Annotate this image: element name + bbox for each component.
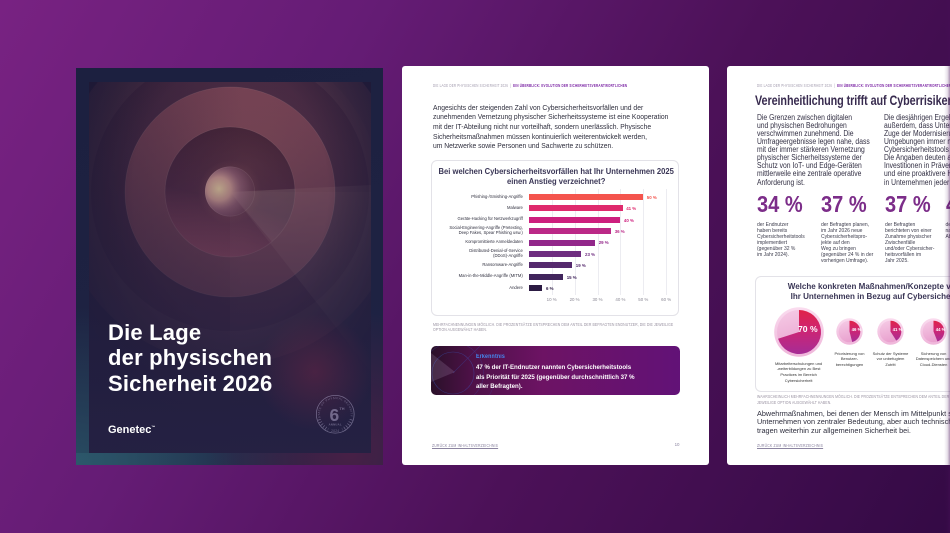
svg-text:TH: TH — [340, 407, 345, 411]
svg-text:2024: 2024 — [331, 429, 339, 433]
svg-text:ANNUAL: ANNUAL — [329, 423, 342, 427]
svg-text:6: 6 — [330, 405, 340, 425]
